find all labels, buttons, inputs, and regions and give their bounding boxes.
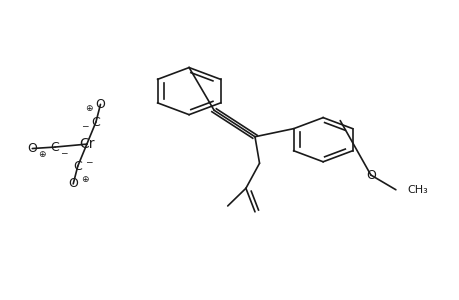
- Text: CH₃: CH₃: [406, 185, 427, 195]
- Text: −: −: [81, 122, 88, 131]
- Text: C: C: [91, 116, 100, 128]
- Text: ⊕: ⊕: [85, 104, 93, 113]
- Text: C: C: [73, 160, 82, 173]
- Text: O: O: [365, 169, 375, 182]
- Text: O: O: [68, 177, 78, 190]
- Text: Cr: Cr: [79, 137, 95, 151]
- Text: C: C: [50, 141, 59, 154]
- Text: O: O: [28, 142, 37, 155]
- Text: −: −: [85, 158, 93, 166]
- Text: ⊕: ⊕: [38, 150, 45, 159]
- Text: −: −: [60, 148, 68, 158]
- Text: ⊕: ⊕: [80, 175, 88, 184]
- Text: O: O: [95, 98, 105, 111]
